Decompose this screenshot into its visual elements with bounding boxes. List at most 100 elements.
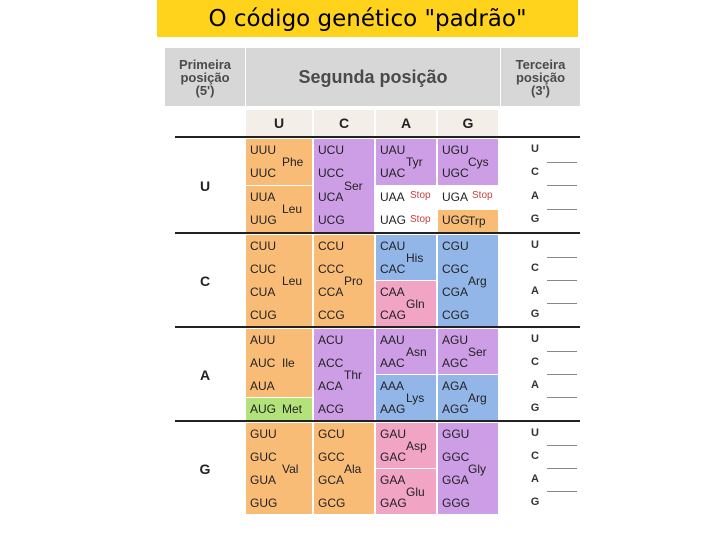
amino-acid-label: Thr xyxy=(344,367,362,382)
amino-acid-label: Leu xyxy=(282,202,303,216)
codon-gua: GUA xyxy=(250,472,277,487)
amino-acid-cell xyxy=(438,329,498,374)
row-separator xyxy=(175,420,580,422)
codon-aua: AUA xyxy=(250,378,275,393)
amino-acid-label: Asp xyxy=(406,438,427,453)
third-position-divider xyxy=(547,208,577,210)
codon-gug: GUG xyxy=(250,495,278,510)
codon-gau: GAU xyxy=(380,426,407,441)
page-title: O código genético "padrão" xyxy=(157,0,578,37)
amino-acid-cell xyxy=(438,209,498,232)
stop-codon-label: Stop xyxy=(472,190,493,202)
third-position-a: A xyxy=(531,472,539,485)
third-position-label-3: (3') xyxy=(531,82,550,98)
amino-acid-label: Phe xyxy=(282,155,304,169)
amino-acid-label: Leu xyxy=(282,273,303,288)
codon-cua: CUA xyxy=(250,284,276,299)
third-position-divider xyxy=(547,374,577,375)
amino-acid-cell xyxy=(376,423,436,468)
third-position-a: A xyxy=(531,378,539,391)
third-position-c: C xyxy=(531,166,539,179)
third-position-label-1: Terceira xyxy=(515,56,566,72)
codon-cau: CAU xyxy=(380,238,406,253)
codon-gcg: GCG xyxy=(318,495,346,510)
third-position-u: U xyxy=(531,142,539,155)
amino-acid-cell xyxy=(376,329,436,374)
third-position-divider xyxy=(547,161,577,163)
codon-cuc: CUC xyxy=(250,261,276,276)
codon-aga: AGA xyxy=(442,378,468,393)
third-position-u: U xyxy=(531,238,539,251)
codon-gac: GAC xyxy=(380,449,407,464)
codon-cac: CAC xyxy=(380,261,406,276)
amino-acid-cell xyxy=(376,139,436,185)
codon-uca: UCA xyxy=(318,189,344,204)
amino-acid-label: His xyxy=(406,250,424,265)
codon-auu: AUU xyxy=(250,332,276,347)
amino-acid-label: Gln xyxy=(406,296,425,311)
amino-acid-cell xyxy=(246,398,312,420)
codon-caa: CAA xyxy=(380,284,405,299)
amino-acid-cell xyxy=(376,281,436,326)
third-position-c: C xyxy=(531,355,539,368)
third-position-divider xyxy=(547,185,577,186)
codon-agc: AGC xyxy=(442,355,469,370)
second-position-header: Segunda posição xyxy=(246,48,500,106)
codon-cgu: CGU xyxy=(442,238,469,253)
codon-ggc: GGC xyxy=(442,449,470,464)
codon-gca: GCA xyxy=(318,472,345,487)
third-position-divider xyxy=(547,468,577,469)
amino-acid-label: Arg xyxy=(468,273,487,288)
stop-codon-label: Stop xyxy=(410,213,431,225)
codon-aca: ACA xyxy=(318,378,343,393)
amino-acid-label: Tyr xyxy=(406,155,423,169)
codon-cuu: CUU xyxy=(250,238,276,253)
amino-acid-cell xyxy=(376,235,436,280)
amino-acid-cell xyxy=(246,139,312,185)
first-position-a: A xyxy=(199,367,211,383)
codon-guc: GUC xyxy=(250,449,277,464)
third-position-g: G xyxy=(530,495,540,508)
third-position-c: C xyxy=(531,261,539,274)
amino-acid-cell xyxy=(314,329,374,420)
first-position-c: C xyxy=(199,273,211,289)
amino-acid-cell xyxy=(376,375,436,420)
codon-ccc: CCC xyxy=(318,261,344,276)
amino-acid-label: Gly xyxy=(468,461,486,476)
row-separator xyxy=(175,136,580,138)
codon-aaa: AAA xyxy=(380,378,405,393)
amino-acid-label: Met xyxy=(282,402,303,416)
amino-acid-cell xyxy=(438,423,498,514)
codon-acc: ACC xyxy=(318,355,344,370)
codon-ucc: UCC xyxy=(318,166,344,181)
row-separator xyxy=(175,326,580,328)
first-position-header: Primeira posição (5') xyxy=(165,48,245,106)
codon-gaa: GAA xyxy=(380,472,406,487)
amino-acid-label: Asn xyxy=(406,344,427,359)
codon-aug: AUG xyxy=(250,401,277,416)
third-position-divider xyxy=(547,351,577,352)
third-position-g: G xyxy=(530,213,540,226)
third-position-divider xyxy=(547,280,577,281)
codon-gcc: GCC xyxy=(318,449,345,464)
codon-uaa: UAA xyxy=(380,189,405,204)
codon-gag: GAG xyxy=(380,495,407,510)
third-position-c: C xyxy=(531,449,539,462)
third-position-g: G xyxy=(530,307,540,320)
amino-acid-label: Glu xyxy=(406,484,425,499)
amino-acid-cell xyxy=(438,139,498,185)
third-position-u: U xyxy=(531,332,539,345)
third-position-g: G xyxy=(530,401,540,414)
third-position-header: Terceira posição (3') xyxy=(501,48,580,106)
third-position-divider xyxy=(547,257,577,258)
amino-acid-cell xyxy=(314,235,374,326)
amino-acid-cell xyxy=(438,186,498,209)
codon-ccu: CCU xyxy=(318,238,344,253)
codon-aau: AAU xyxy=(380,332,405,347)
column-header-g: G xyxy=(438,110,498,136)
column-header-c: C xyxy=(314,110,374,136)
amino-acid-cell xyxy=(246,329,312,397)
row-separator xyxy=(175,232,580,234)
codon-uac: UAC xyxy=(380,166,406,181)
codon-acu: ACU xyxy=(318,332,344,347)
